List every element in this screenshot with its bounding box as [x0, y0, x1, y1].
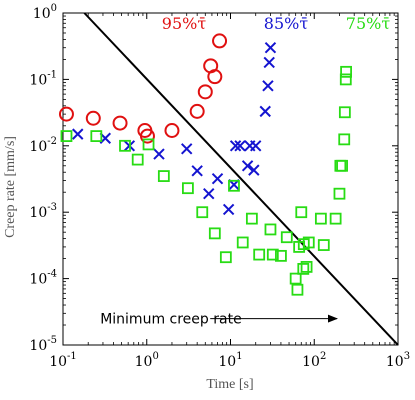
data-point-square — [228, 179, 240, 192]
data-point-square — [157, 170, 170, 182]
data-point-x — [211, 172, 224, 185]
data-point-square — [280, 231, 293, 244]
x-tick-label: 10-1 — [49, 351, 77, 370]
data-point-x — [72, 128, 84, 140]
data-point-square — [339, 73, 352, 86]
data-point-square — [338, 106, 351, 119]
data-point-square — [289, 272, 302, 285]
data-point-square — [329, 212, 342, 225]
data-point-x — [229, 140, 242, 152]
data-point-square — [264, 223, 277, 236]
reference-line-group — [83, 12, 399, 346]
x-tick-label: 102 — [302, 351, 326, 370]
series-group — [58, 33, 352, 296]
y-tick-label: 10-4 — [29, 269, 57, 288]
data-point-square — [142, 138, 155, 151]
data-point-square — [333, 187, 346, 200]
data-point-circle — [164, 122, 180, 138]
y-axis-title: Creep rate [mm/s] — [3, 136, 18, 238]
x-axis-title: Time [s] — [206, 377, 253, 392]
data-point-circle — [139, 128, 155, 144]
data-point-square — [275, 249, 287, 262]
data-point-circle — [207, 69, 223, 85]
y-tick-label: 10-3 — [29, 202, 57, 221]
data-point-circle — [58, 106, 74, 122]
data-point-x — [191, 165, 203, 177]
series-1 — [72, 42, 277, 216]
data-point-square — [196, 206, 209, 219]
data-point-x — [264, 42, 277, 54]
y-tick-label: 10-5 — [29, 335, 57, 354]
data-point-square — [297, 262, 310, 275]
data-point-x — [259, 105, 271, 118]
data-point-square — [317, 239, 330, 251]
data-point-circle — [189, 103, 205, 119]
series-name-label: 85%τ̄ — [264, 14, 309, 33]
y-tick-label: 10-1 — [29, 69, 57, 88]
data-point-square — [338, 133, 351, 146]
plot-frame — [62, 12, 399, 346]
series-2 — [60, 65, 352, 296]
x-tick-label: 103 — [386, 351, 410, 370]
data-point-square — [253, 248, 266, 261]
data-point-square — [336, 159, 348, 172]
data-point-x — [181, 143, 193, 155]
plot-border — [62, 12, 399, 346]
y-tick-label: 100 — [33, 3, 57, 22]
data-point-square — [300, 261, 313, 273]
data-point-square — [340, 65, 352, 78]
data-point-square — [291, 283, 304, 296]
data-point-square — [119, 139, 131, 152]
series-name-label: 95%τ̄ — [162, 14, 207, 33]
data-point-circle — [112, 115, 128, 131]
axis-ticks: 10-1 100 101 102 103 10-5 10-4 10-3 10-2 10-1 100 — [29, 3, 410, 370]
data-point-square — [90, 130, 103, 142]
data-point-circle — [85, 110, 101, 126]
data-point-x — [241, 160, 254, 172]
data-point-x — [263, 56, 275, 69]
data-point-square — [295, 206, 308, 219]
data-point-x — [248, 164, 260, 176]
data-point-circle — [212, 33, 228, 49]
data-point-x — [203, 187, 215, 200]
data-point-square — [302, 236, 315, 249]
data-point-x — [250, 140, 262, 152]
data-point-square — [60, 130, 73, 142]
data-point-square — [314, 212, 327, 225]
data-point-square — [236, 236, 249, 249]
data-point-circle — [197, 84, 213, 100]
data-point-square — [245, 212, 258, 225]
minimum-creep-rate-line — [83, 12, 399, 346]
x-tick-label: 101 — [218, 351, 242, 370]
data-point-square — [131, 153, 144, 166]
data-point-x — [153, 148, 165, 160]
minimum-creep-rate-label: Minimum creep rate — [100, 312, 241, 328]
data-point-x — [234, 140, 246, 152]
data-point-square — [182, 182, 194, 195]
data-point-x — [262, 80, 274, 92]
data-point-x — [222, 203, 235, 216]
series-name-label: 75%τ̄ — [346, 14, 391, 33]
y-tick-label: 10-2 — [29, 136, 57, 155]
series-0 — [58, 33, 228, 144]
x-tick-label: 100 — [135, 351, 159, 370]
data-point-square — [219, 251, 232, 264]
data-point-square — [266, 248, 279, 261]
data-point-square — [208, 227, 221, 240]
labels-group: 95%τ̄ 85%τ̄ 75%τ̄ Minimum creep rate — [100, 14, 390, 328]
